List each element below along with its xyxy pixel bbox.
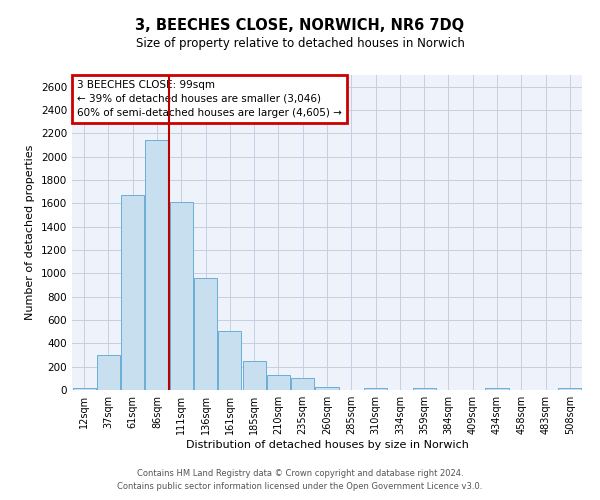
Y-axis label: Number of detached properties: Number of detached properties [25, 145, 35, 320]
Bar [121, 195, 144, 390]
Text: Contains public sector information licensed under the Open Government Licence v3: Contains public sector information licen… [118, 482, 482, 491]
Bar [485, 388, 509, 390]
X-axis label: Distribution of detached houses by size in Norwich: Distribution of detached houses by size … [185, 440, 469, 450]
Bar [73, 388, 95, 390]
Bar [218, 330, 241, 390]
Bar [145, 140, 169, 390]
Bar [291, 378, 314, 390]
Bar [316, 386, 338, 390]
Bar [364, 388, 387, 390]
Bar [242, 361, 266, 390]
Text: 3 BEECHES CLOSE: 99sqm
← 39% of detached houses are smaller (3,046)
60% of semi-: 3 BEECHES CLOSE: 99sqm ← 39% of detached… [77, 80, 342, 118]
Bar [559, 388, 581, 390]
Bar [170, 202, 193, 390]
Bar [267, 375, 290, 390]
Text: Contains HM Land Registry data © Crown copyright and database right 2024.: Contains HM Land Registry data © Crown c… [137, 468, 463, 477]
Text: Size of property relative to detached houses in Norwich: Size of property relative to detached ho… [136, 38, 464, 51]
Text: 3, BEECHES CLOSE, NORWICH, NR6 7DQ: 3, BEECHES CLOSE, NORWICH, NR6 7DQ [136, 18, 464, 32]
Bar [413, 388, 436, 390]
Bar [97, 355, 120, 390]
Bar [194, 278, 217, 390]
